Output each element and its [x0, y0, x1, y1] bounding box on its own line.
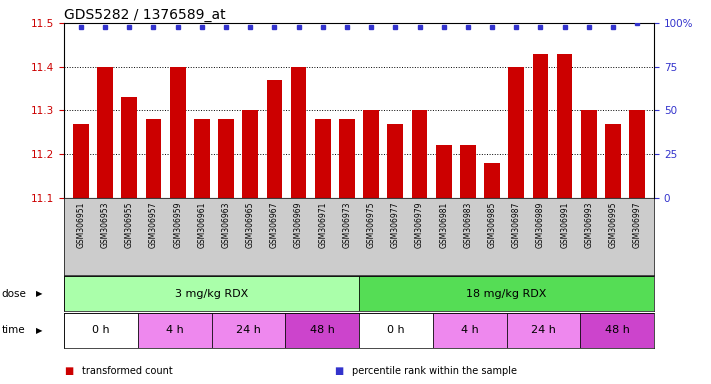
- Text: 4 h: 4 h: [166, 325, 183, 335]
- Text: GSM306989: GSM306989: [536, 202, 545, 248]
- Text: 24 h: 24 h: [531, 325, 556, 335]
- Bar: [291, 67, 306, 198]
- Bar: [557, 54, 572, 198]
- Text: GSM306951: GSM306951: [76, 202, 85, 248]
- Bar: [97, 67, 113, 198]
- Text: GSM306997: GSM306997: [633, 202, 642, 248]
- Text: ■: ■: [334, 366, 343, 376]
- Text: ■: ■: [64, 366, 73, 376]
- Text: ▶: ▶: [36, 289, 43, 298]
- Text: GSM306977: GSM306977: [391, 202, 400, 248]
- Text: GSM306983: GSM306983: [464, 202, 472, 248]
- Text: time: time: [1, 325, 25, 335]
- Bar: [387, 124, 403, 198]
- Text: GSM306991: GSM306991: [560, 202, 569, 248]
- Bar: [194, 119, 210, 198]
- Text: 0 h: 0 h: [387, 325, 405, 335]
- Bar: [64, 276, 359, 311]
- Text: GSM306993: GSM306993: [584, 202, 593, 248]
- Bar: [629, 110, 645, 198]
- Bar: [460, 145, 476, 198]
- Bar: [138, 313, 211, 348]
- Bar: [218, 119, 234, 198]
- Text: 0 h: 0 h: [92, 325, 109, 335]
- Text: 48 h: 48 h: [605, 325, 630, 335]
- Text: GSM306967: GSM306967: [270, 202, 279, 248]
- Text: percentile rank within the sample: percentile rank within the sample: [352, 366, 517, 376]
- Bar: [339, 119, 355, 198]
- Bar: [436, 145, 451, 198]
- Bar: [285, 313, 359, 348]
- Text: 4 h: 4 h: [461, 325, 479, 335]
- Text: 48 h: 48 h: [310, 325, 335, 335]
- Bar: [315, 119, 331, 198]
- Bar: [64, 313, 138, 348]
- Bar: [363, 110, 379, 198]
- Text: GSM306975: GSM306975: [367, 202, 375, 248]
- Text: 3 mg/kg RDX: 3 mg/kg RDX: [175, 289, 248, 299]
- Bar: [267, 80, 282, 198]
- Text: GSM306957: GSM306957: [149, 202, 158, 248]
- Text: ▶: ▶: [36, 326, 43, 335]
- Bar: [484, 163, 500, 198]
- Text: GSM306973: GSM306973: [343, 202, 351, 248]
- Text: GSM306979: GSM306979: [415, 202, 424, 248]
- Bar: [580, 313, 654, 348]
- Text: 18 mg/kg RDX: 18 mg/kg RDX: [466, 289, 547, 299]
- Text: 24 h: 24 h: [236, 325, 261, 335]
- Text: GSM306959: GSM306959: [173, 202, 182, 248]
- Text: GSM306969: GSM306969: [294, 202, 303, 248]
- Text: dose: dose: [1, 289, 26, 299]
- Text: GSM306961: GSM306961: [198, 202, 206, 248]
- Text: transformed count: transformed count: [82, 366, 173, 376]
- Bar: [508, 67, 524, 198]
- Bar: [533, 54, 548, 198]
- Text: GSM306995: GSM306995: [609, 202, 618, 248]
- Bar: [412, 110, 427, 198]
- Text: GSM306965: GSM306965: [246, 202, 255, 248]
- Text: GSM306985: GSM306985: [488, 202, 496, 248]
- Bar: [433, 313, 506, 348]
- Bar: [170, 67, 186, 198]
- Bar: [146, 119, 161, 198]
- Text: GSM306955: GSM306955: [125, 202, 134, 248]
- Text: GSM306971: GSM306971: [319, 202, 327, 248]
- Text: GDS5282 / 1376589_at: GDS5282 / 1376589_at: [64, 8, 225, 22]
- Text: GSM306987: GSM306987: [512, 202, 520, 248]
- Bar: [581, 110, 597, 198]
- Bar: [73, 124, 89, 198]
- Bar: [212, 313, 285, 348]
- Text: GSM306963: GSM306963: [222, 202, 230, 248]
- Text: GSM306953: GSM306953: [100, 202, 109, 248]
- Bar: [359, 276, 654, 311]
- Bar: [605, 124, 621, 198]
- Bar: [122, 97, 137, 198]
- Bar: [359, 313, 433, 348]
- Bar: [506, 313, 580, 348]
- Bar: [242, 110, 258, 198]
- Text: GSM306981: GSM306981: [439, 202, 448, 248]
